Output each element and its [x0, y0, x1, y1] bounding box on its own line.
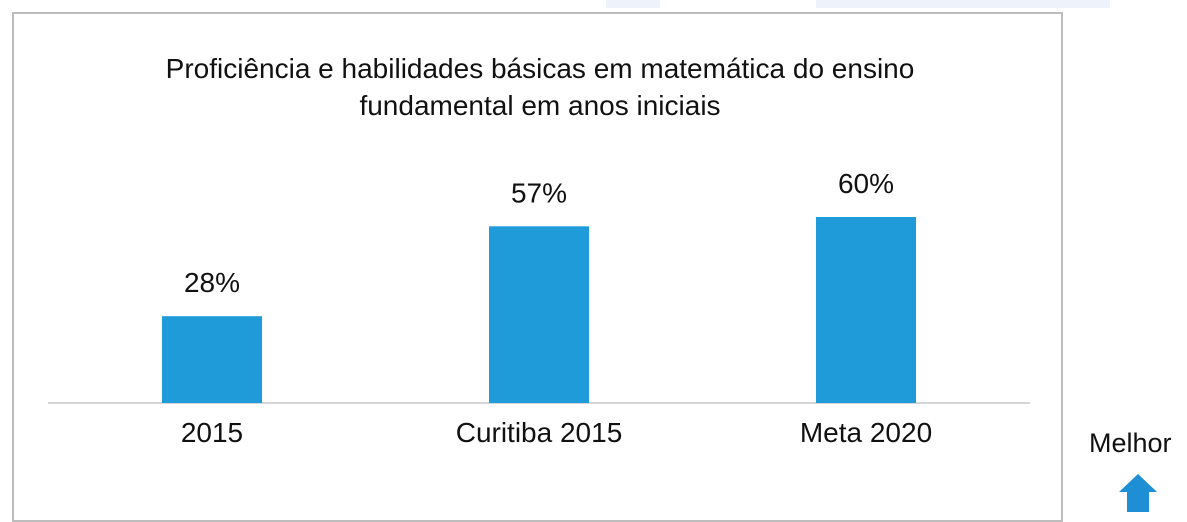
decor-tab	[606, 0, 660, 8]
x-tick-label: Meta 2020	[800, 417, 932, 448]
up-arrow	[1119, 474, 1157, 512]
x-tick-label: 2015	[181, 417, 243, 448]
x-tick-label: Curitiba 2015	[456, 417, 623, 448]
value-label: 28%	[184, 267, 240, 298]
chart-title: Proficiência e habilidades básicas em ma…	[165, 53, 915, 121]
annotation: Melhor	[1089, 428, 1172, 458]
bar	[162, 316, 262, 403]
bar	[489, 226, 589, 403]
decor-tab	[816, 0, 1110, 8]
value-label: 57%	[511, 177, 567, 208]
bar	[816, 217, 916, 403]
value-label: 60%	[838, 168, 894, 199]
